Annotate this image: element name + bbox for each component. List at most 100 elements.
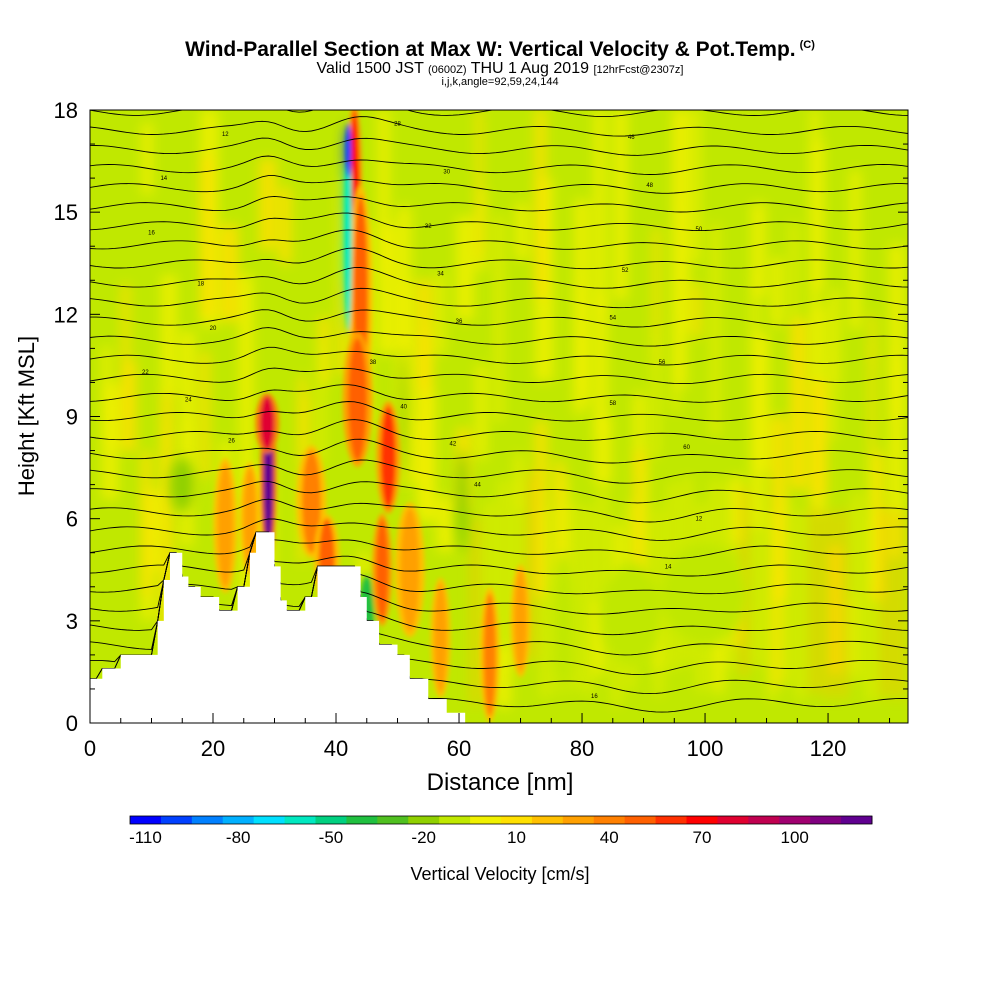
theta-contour — [90, 498, 908, 523]
yellow-band — [535, 110, 546, 298]
yellow-band — [869, 314, 876, 367]
yellow-band — [895, 510, 904, 698]
yellow-band — [476, 365, 487, 459]
yellow-band — [853, 493, 861, 682]
terrain-mask — [90, 532, 466, 723]
theta-contour — [90, 212, 908, 232]
colorbar-swatch — [717, 816, 749, 824]
updraft-cell — [434, 583, 447, 693]
yellow-band — [377, 110, 390, 274]
colorbar-tick-label: -110 — [129, 828, 162, 847]
yellow-band — [240, 274, 253, 475]
colorbar-swatch — [315, 816, 347, 824]
contour-label: 18 — [197, 282, 204, 288]
y-tick-label: 15 — [54, 200, 78, 225]
downdraft-core — [345, 123, 352, 179]
updraft-cell — [514, 569, 527, 672]
contour-label: 38 — [370, 360, 377, 366]
theta-contour — [90, 480, 908, 504]
yellow-band — [259, 158, 276, 250]
yellow-band — [141, 122, 153, 195]
yellow-band — [594, 110, 606, 319]
yellow-band — [641, 468, 649, 656]
colorbar-tick-label: -20 — [411, 828, 436, 847]
yellow-band — [338, 177, 345, 243]
yellow-band — [456, 216, 474, 320]
x-tick-label: 0 — [84, 736, 96, 761]
colorbar-swatch — [624, 816, 657, 824]
downdraft-cell — [551, 552, 576, 689]
colorbar-swatch — [160, 816, 193, 824]
yellow-band — [338, 278, 349, 375]
y-tick-label: 9 — [66, 405, 78, 430]
yellow-band — [830, 545, 841, 674]
contour-label: 54 — [609, 316, 616, 322]
colorbar-swatch — [531, 816, 564, 824]
plot-area: 12 14 16 18 20 22 24 26 28 30 32 34 36 38 40 42 44 46 48 50… — [90, 110, 908, 723]
theta-contour — [90, 116, 908, 137]
colorbar-tick-label: 100 — [781, 828, 809, 847]
yellow-band — [594, 294, 608, 436]
yellow-band — [397, 206, 412, 426]
colorbar-swatch — [779, 816, 811, 824]
yellow-band — [791, 318, 807, 490]
yellow-band — [692, 284, 701, 338]
theta-contour — [90, 346, 908, 366]
yellow-band — [869, 341, 875, 563]
yellow-band — [889, 356, 904, 558]
y-tick-label: 18 — [54, 98, 78, 123]
contour-label: 44 — [474, 483, 481, 489]
colorbar-swatch — [655, 816, 687, 824]
theta-contour — [90, 518, 908, 541]
contour-label: 22 — [142, 370, 149, 376]
colorbar-swatch — [501, 816, 533, 824]
yellow-band — [377, 224, 396, 354]
yellow-band — [499, 479, 507, 668]
colorbar-frame — [129, 815, 873, 825]
x-tick-label: 80 — [570, 736, 594, 761]
contour-label: 58 — [609, 401, 616, 407]
contour-label: 60 — [683, 445, 690, 451]
contour-label: 48 — [646, 183, 653, 189]
yellow-band — [584, 505, 592, 694]
contour-label: 20 — [210, 326, 217, 332]
yellow-band — [768, 512, 776, 701]
chart-subtitle-indices: i,j,k,angle=92,59,24,144 — [441, 76, 559, 88]
yellow-band — [810, 140, 824, 290]
yellow-band — [754, 478, 762, 666]
yellow-band — [850, 597, 856, 672]
theta-contour — [90, 229, 908, 250]
theta-contour — [90, 419, 908, 441]
colorbar-swatch — [346, 816, 378, 824]
y-axis-label: Height [Kft MSL] — [14, 336, 39, 496]
updraft-cell — [259, 396, 275, 451]
y-tick-label: 0 — [66, 711, 78, 736]
colorbar-label: Vertical Velocity [cm/s] — [410, 864, 589, 884]
yellow-band — [200, 155, 214, 316]
yellow-band — [515, 203, 528, 260]
contour-label: 56 — [659, 360, 666, 366]
colorbar-tick-label: 10 — [507, 828, 526, 847]
y-tick-label: 6 — [66, 507, 78, 532]
contour-label: 32 — [425, 224, 432, 230]
updraft-cell — [380, 406, 396, 509]
yellow-band — [141, 452, 152, 597]
colorbar-swatch — [222, 816, 255, 824]
updraft-cell — [217, 464, 233, 587]
yellow-band — [436, 274, 445, 355]
theta-contour — [90, 531, 908, 577]
theta-contour — [90, 367, 908, 385]
yellow-band — [535, 420, 547, 597]
colorbar-swatch — [748, 816, 780, 824]
theta-contour — [90, 531, 908, 615]
contour-label: 14 — [160, 176, 167, 182]
theta-contour — [90, 401, 908, 422]
downdraft-cell — [169, 457, 195, 512]
yellow-band — [771, 567, 781, 687]
yellow-band — [476, 110, 483, 258]
yellow-band — [436, 496, 455, 552]
yellow-band — [318, 340, 324, 463]
theta-contour — [90, 459, 908, 484]
yellow-band — [653, 228, 660, 363]
updraft-cell — [375, 518, 389, 621]
